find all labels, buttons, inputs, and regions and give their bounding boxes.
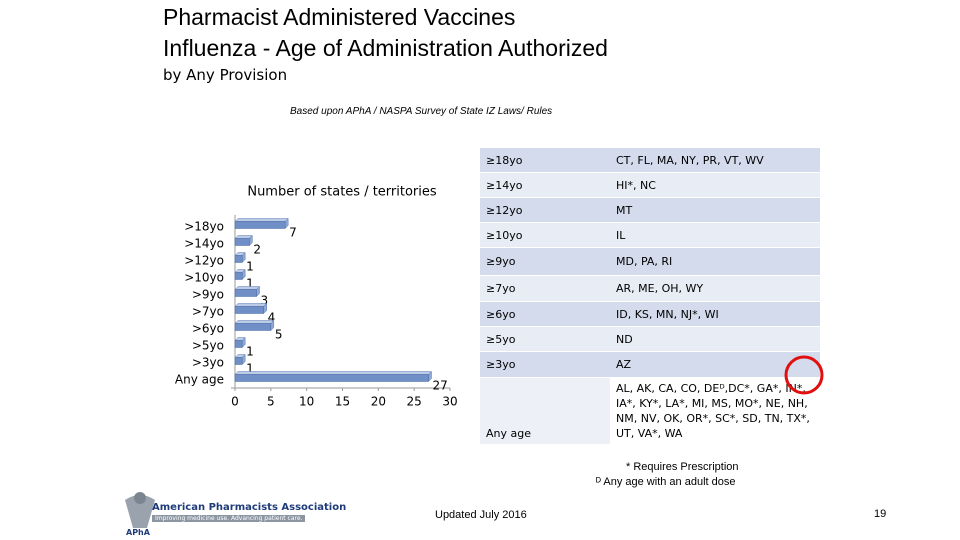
age-cell: ≥10yo: [480, 223, 610, 247]
age-cell: Any age: [480, 378, 610, 444]
x-tick-label: 25: [407, 395, 422, 409]
age-cell: ≥12yo: [480, 198, 610, 222]
x-tick-label: 30: [442, 395, 457, 409]
x-tick-label: 0: [231, 395, 239, 409]
states-cell: HI*, NC: [610, 173, 820, 197]
footnote: * Requires Prescription: [626, 461, 739, 473]
y-tick-label: >12yo: [184, 254, 224, 268]
data-label: 3: [261, 294, 269, 308]
states-cell: AZ: [610, 352, 820, 377]
slide-subtitle: Influenza - Age of Administration Author…: [163, 35, 608, 61]
data-label: 4: [268, 311, 276, 325]
bar: [234, 234, 253, 247]
bar: [234, 319, 275, 332]
states-cell: AR, ME, OH, WY: [610, 276, 820, 301]
y-tick-label: >6yo: [192, 322, 224, 336]
states-cell: ID, KS, MN, NJ*, WI: [610, 302, 820, 326]
data-label: 1: [246, 277, 254, 291]
data-label: 1: [246, 345, 254, 359]
slide-title: Pharmacist Administered Vaccines: [163, 4, 516, 30]
logo-tagline: Improving medicine use. Advancing patien…: [152, 515, 306, 522]
age-cell: ≥6yo: [480, 302, 610, 326]
source-note: Based upon APhA / NASPA Survey of State …: [290, 106, 553, 117]
y-tick-label: >9yo: [192, 288, 224, 302]
data-label: 7: [289, 226, 297, 240]
x-tick-label: 10: [299, 395, 314, 409]
bar: [234, 285, 261, 298]
data-label: 1: [246, 260, 254, 274]
logo-icon: [125, 492, 155, 528]
data-label: 27: [433, 379, 448, 393]
y-tick-label: >10yo: [184, 271, 224, 285]
x-tick-label: 20: [371, 395, 386, 409]
logo-name: American Pharmacists Association: [152, 502, 347, 513]
y-tick-label: >18yo: [184, 220, 224, 234]
y-tick-label: >3yo: [192, 356, 224, 370]
bar: [234, 217, 289, 230]
chart-title: Number of states / territories: [247, 185, 437, 200]
y-tick-label: >7yo: [192, 305, 224, 319]
x-tick-label: 5: [267, 395, 275, 409]
states-cell: ND: [610, 327, 820, 351]
age-cell: ≥9yo: [480, 248, 610, 275]
chart: Number of states / territories 0 5 10 15 20 2…: [175, 185, 458, 409]
y-tick-label: Any age: [175, 373, 224, 387]
age-cell: ≥5yo: [480, 327, 610, 351]
data-label: 1: [246, 362, 254, 376]
x-tick-label: 15: [335, 395, 350, 409]
age-cell: ≥3yo: [480, 352, 610, 377]
updated-date: Updated July 2016: [435, 509, 527, 521]
data-label: 2: [253, 243, 261, 257]
bar: [234, 251, 246, 264]
age-cell: ≥18yo: [480, 148, 610, 172]
footnote: ᴰ Any age with an adult dose: [596, 476, 736, 488]
age-cell: ≥14yo: [480, 173, 610, 197]
states-cell: CT, FL, MA, NY, PR, VT, WV: [610, 148, 820, 172]
states-cell: IL: [610, 223, 820, 247]
bar: [234, 370, 433, 383]
provision: by Any Provision: [163, 66, 288, 84]
page-number: 19: [874, 508, 887, 520]
bar: [234, 336, 246, 349]
states-cell: AL, AK, CA, CO, DEᴰ,DC*, GA*, IN*, IA*, …: [610, 378, 820, 444]
age-cell: ≥7yo: [480, 276, 610, 301]
states-cell: MD, PA, RI: [610, 248, 820, 275]
bar: [234, 353, 246, 366]
bar: [234, 302, 268, 315]
states-cell: MT: [610, 198, 820, 222]
y-tick-label: >14yo: [184, 237, 224, 251]
y-tick-label: >5yo: [192, 339, 224, 353]
bar: [234, 268, 246, 281]
logo-abbr: APhA: [126, 528, 150, 537]
data-label: 5: [275, 328, 283, 342]
